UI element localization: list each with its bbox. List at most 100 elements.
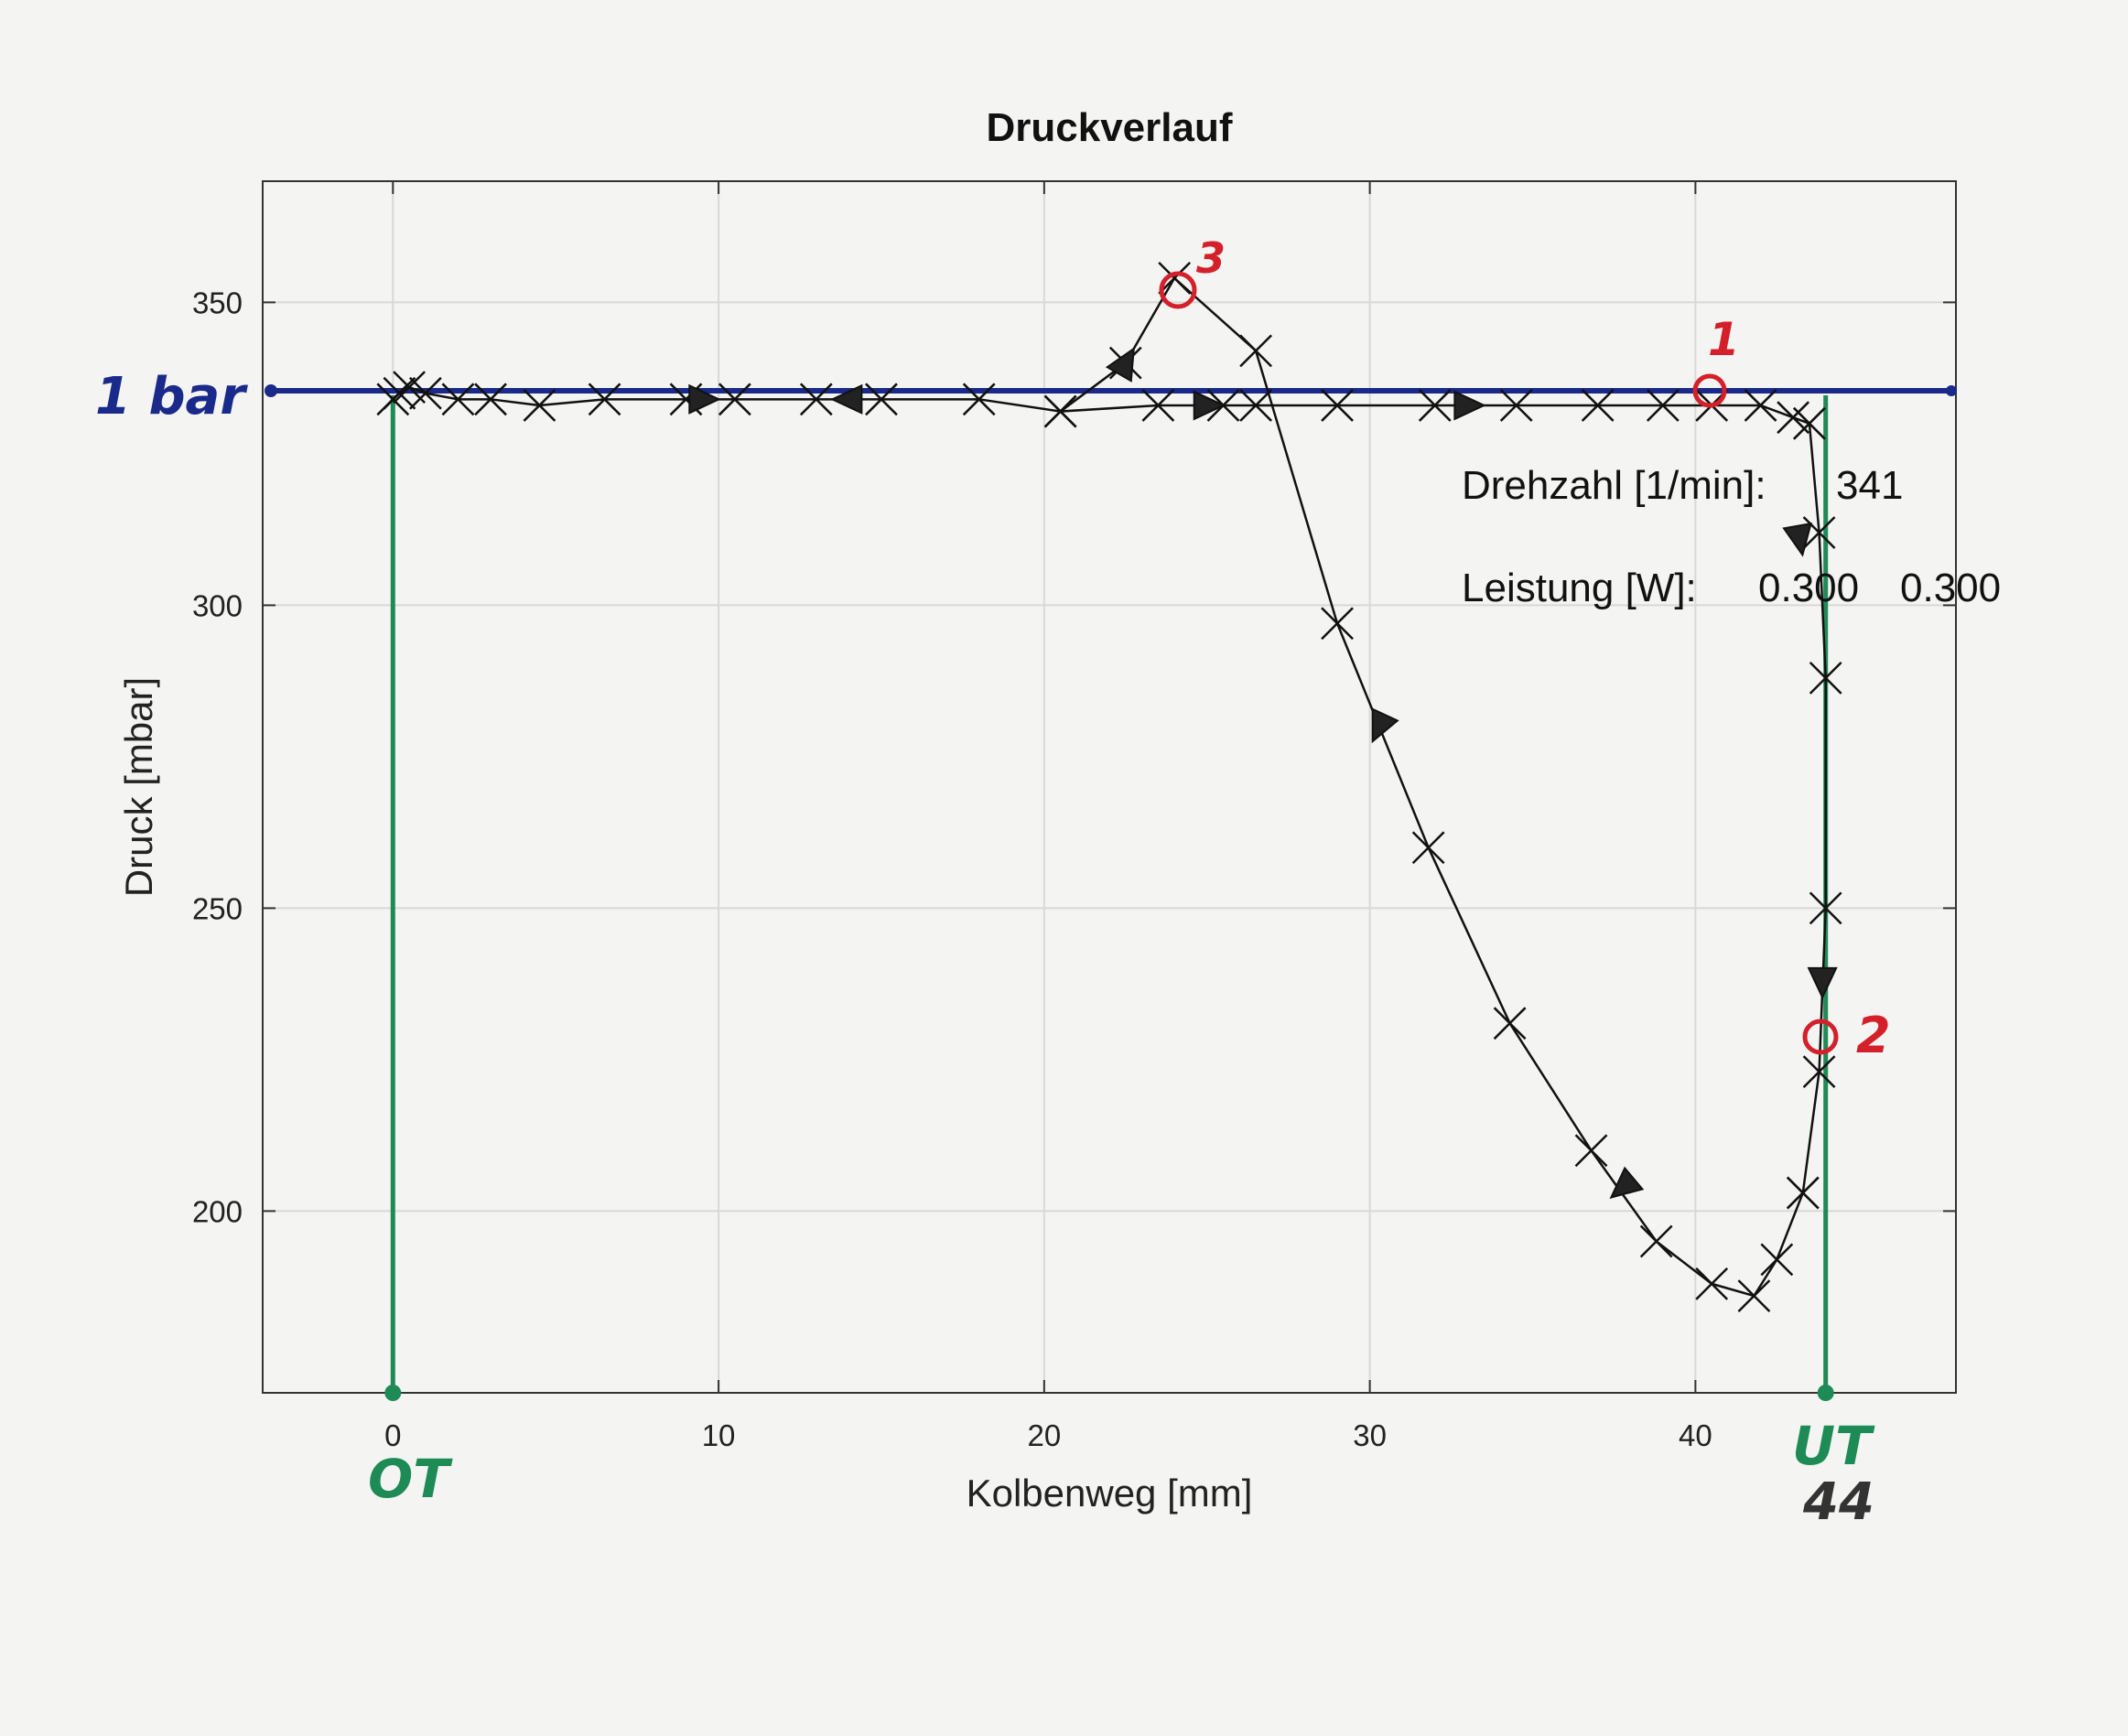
data-series xyxy=(376,262,1842,1312)
handdrawn-reference-lines xyxy=(265,384,1957,1401)
state-point-3: 3 xyxy=(1159,233,1226,309)
x-tick-label-2: 20 xyxy=(1027,1418,1061,1452)
data-point-2-6 xyxy=(1493,1007,1527,1041)
data-point-stroke-b-0-20 xyxy=(1581,389,1615,422)
state-point-2: 2 xyxy=(1802,1007,1891,1064)
data-point-stroke-b-0-12 xyxy=(962,383,996,416)
data-point-stroke-b-0-4 xyxy=(441,383,475,416)
direction-arrow-2 xyxy=(1193,390,1226,421)
ot-marker xyxy=(384,1385,402,1401)
data-point-stroke-b-0-17 xyxy=(1321,389,1354,422)
data-point-stroke-b-2-7 xyxy=(1411,831,1445,865)
data-point-0-11 xyxy=(865,383,898,416)
data-point-stroke-b-0-21 xyxy=(1646,389,1680,422)
data-point-1-3 xyxy=(1809,891,1842,925)
direction-arrow-7 xyxy=(1371,707,1399,744)
handwritten-ut: UT xyxy=(1792,1415,1875,1477)
data-point-2-9 xyxy=(1239,334,1272,368)
data-point-stroke-b-2-4 xyxy=(1639,1224,1673,1258)
data-point-0-5 xyxy=(474,383,507,416)
state-point-1-circle xyxy=(1692,373,1727,408)
data-point-1-4 xyxy=(1802,1055,1836,1089)
x-tick-label-0: 0 xyxy=(384,1418,401,1452)
ut-marker xyxy=(1817,1385,1834,1401)
data-point-stroke-b-0-19 xyxy=(1499,389,1533,422)
x-tick-label-3: 30 xyxy=(1353,1418,1387,1452)
data-point-stroke-b-0-7 xyxy=(588,383,621,416)
state-point-1: 1 xyxy=(1692,313,1740,408)
data-point-2-8 xyxy=(1321,607,1354,641)
series-line-2 xyxy=(1059,275,1804,1298)
axis-ticks: 0 10 20 30 40 200 250 300 350 xyxy=(192,181,1956,1452)
data-point-0-23 xyxy=(1744,389,1777,422)
data-point-stroke-b-0-14 xyxy=(1141,389,1175,422)
data-point-2-4 xyxy=(1639,1224,1673,1258)
data-point-stroke-b-2-8 xyxy=(1321,607,1354,641)
data-point-stroke-b-1-2 xyxy=(1809,661,1842,695)
data-point-2-12 xyxy=(1043,394,1077,428)
data-point-stroke-b-0-5 xyxy=(474,383,507,416)
data-point-2-3 xyxy=(1695,1267,1729,1300)
one-bar-line-end-left xyxy=(265,384,277,397)
data-point-0-3 xyxy=(409,376,442,410)
data-point-stroke-b-0-24 xyxy=(1777,401,1809,435)
data-point-stroke-b-0-18 xyxy=(1418,389,1452,422)
data-point-2-0 xyxy=(1786,1176,1820,1210)
drehzahl-label: Drehzahl [1/min]: xyxy=(1462,463,1766,508)
state-point-3-circle xyxy=(1159,271,1197,309)
data-point-2-10 xyxy=(1158,262,1192,295)
data-point-0-10 xyxy=(799,383,833,416)
y-tick-label-0: 200 xyxy=(192,1194,243,1228)
data-point-0-14 xyxy=(1141,389,1175,422)
data-point-stroke-b-1-3 xyxy=(1809,891,1842,925)
leistung-value-2: 0.300 xyxy=(1900,566,2001,610)
data-point-0-17 xyxy=(1321,389,1354,422)
data-point-0-12 xyxy=(962,383,996,416)
data-point-2-2 xyxy=(1737,1279,1771,1312)
y-tick-label-1: 250 xyxy=(192,891,243,925)
one-bar-line-end-right xyxy=(1946,385,1957,396)
state-point-1-label: 1 xyxy=(1708,313,1740,366)
data-point-stroke-b-2-12 xyxy=(1043,394,1077,428)
data-point-0-1 xyxy=(383,376,416,410)
direction-arrow-3 xyxy=(1453,390,1486,421)
data-point-0-6 xyxy=(523,389,556,422)
data-point-stroke-b-2-3 xyxy=(1695,1267,1729,1300)
data-point-0-9 xyxy=(718,383,751,416)
direction-arrow-6 xyxy=(1807,966,1838,1000)
data-point-stroke-b-1-0 xyxy=(1793,406,1826,440)
direction-arrow-0 xyxy=(688,383,721,415)
data-point-stroke-b-0-10 xyxy=(799,383,833,416)
handwritten-ot: OT xyxy=(368,1448,453,1510)
direction-arrows xyxy=(688,346,1838,1200)
state-point-2-label: 2 xyxy=(1856,1007,1891,1064)
data-point-0-21 xyxy=(1646,389,1680,422)
chart-title: Druckverlauf xyxy=(986,105,1232,150)
data-point-1-0 xyxy=(1793,406,1826,440)
data-point-2-7 xyxy=(1411,831,1445,865)
data-point-stroke-b-0-6 xyxy=(523,389,556,422)
direction-arrow-1 xyxy=(830,383,863,415)
direction-arrow-5 xyxy=(1782,522,1812,557)
data-point-stroke-b-1-4 xyxy=(1802,1055,1836,1089)
data-point-stroke-b-2-5 xyxy=(1574,1134,1608,1168)
direction-arrow-4 xyxy=(1105,346,1135,383)
data-point-stroke-b-2-2 xyxy=(1737,1279,1771,1312)
data-point-stroke-b-0-2 xyxy=(393,371,426,404)
data-point-stroke-b-2-9 xyxy=(1239,334,1272,368)
series-line-1 xyxy=(1801,423,1827,1193)
data-point-stroke-b-1-1 xyxy=(1802,516,1836,549)
plot-area-frame xyxy=(262,180,1957,1394)
data-point-0-16 xyxy=(1239,389,1272,422)
state-point-3-label: 3 xyxy=(1196,233,1226,283)
handwritten-1bar: 1 bar xyxy=(95,367,248,426)
data-point-stroke-b-2-6 xyxy=(1493,1007,1527,1041)
state-point-2-circle xyxy=(1802,1019,1839,1055)
x-axis-label: Kolbenweg [mm] xyxy=(967,1472,1253,1515)
data-point-stroke-b-0-3 xyxy=(409,376,442,410)
data-point-0-7 xyxy=(588,383,621,416)
y-axis-label: Druck [mbar] xyxy=(117,677,160,897)
data-point-stroke-b-2-1 xyxy=(1760,1243,1794,1277)
data-point-1-2 xyxy=(1809,661,1842,695)
